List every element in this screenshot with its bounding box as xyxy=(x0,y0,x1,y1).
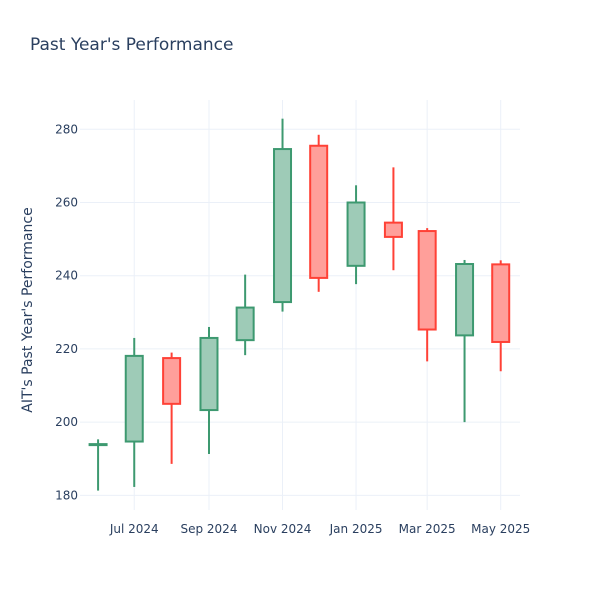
candle-body xyxy=(383,221,403,238)
x-tick-label: Jan 2025 xyxy=(329,522,383,536)
y-tick-label: 200 xyxy=(55,415,78,429)
candle-body xyxy=(346,201,366,267)
candle-body xyxy=(491,263,511,343)
y-axis-title: AIT's Past Year's Performance xyxy=(20,207,36,412)
candle-increasing xyxy=(88,439,108,491)
candle-decreasing xyxy=(309,134,329,292)
x-tick-label: May 2025 xyxy=(471,522,530,536)
y-axis-ticks: 180 200 220 240 260 280 xyxy=(55,122,78,502)
candle-body xyxy=(455,263,475,337)
candle-body xyxy=(273,148,293,304)
candle-decreasing xyxy=(383,167,403,271)
x-tick-label: Nov 2024 xyxy=(254,522,312,536)
y-tick-label: 180 xyxy=(55,488,78,502)
x-axis-ticks: Jul 2024 Sep 2024 Nov 2024 Jan 2025 Mar 2025… xyxy=(109,522,530,536)
candle-decreasing xyxy=(162,352,182,464)
candle-increasing xyxy=(199,326,219,454)
x-tick-label: Sep 2024 xyxy=(180,522,237,536)
y-grid xyxy=(80,128,520,496)
candle-decreasing xyxy=(491,260,511,372)
candle-body xyxy=(199,336,219,412)
candle-decreasing xyxy=(417,228,437,362)
candle-body xyxy=(309,144,329,279)
y-tick-label: 260 xyxy=(55,196,78,210)
x-tick-label: Jul 2024 xyxy=(109,522,159,536)
candle-increasing xyxy=(273,118,293,312)
candle-increasing xyxy=(235,274,255,356)
y-tick-label: 240 xyxy=(55,269,78,283)
candle-body xyxy=(124,354,144,443)
candle-body xyxy=(417,230,437,331)
candle-increasing xyxy=(346,185,366,285)
candle-body xyxy=(235,306,255,342)
candle-increasing xyxy=(124,337,144,487)
y-tick-label: 220 xyxy=(55,342,78,356)
candle-increasing xyxy=(455,259,475,423)
candle-body xyxy=(88,443,108,447)
candles xyxy=(88,118,511,491)
candle-body xyxy=(162,357,182,405)
chart-title: Past Year's Performance xyxy=(30,35,234,55)
y-tick-label: 280 xyxy=(55,122,78,136)
x-tick-label: Mar 2025 xyxy=(399,522,456,536)
